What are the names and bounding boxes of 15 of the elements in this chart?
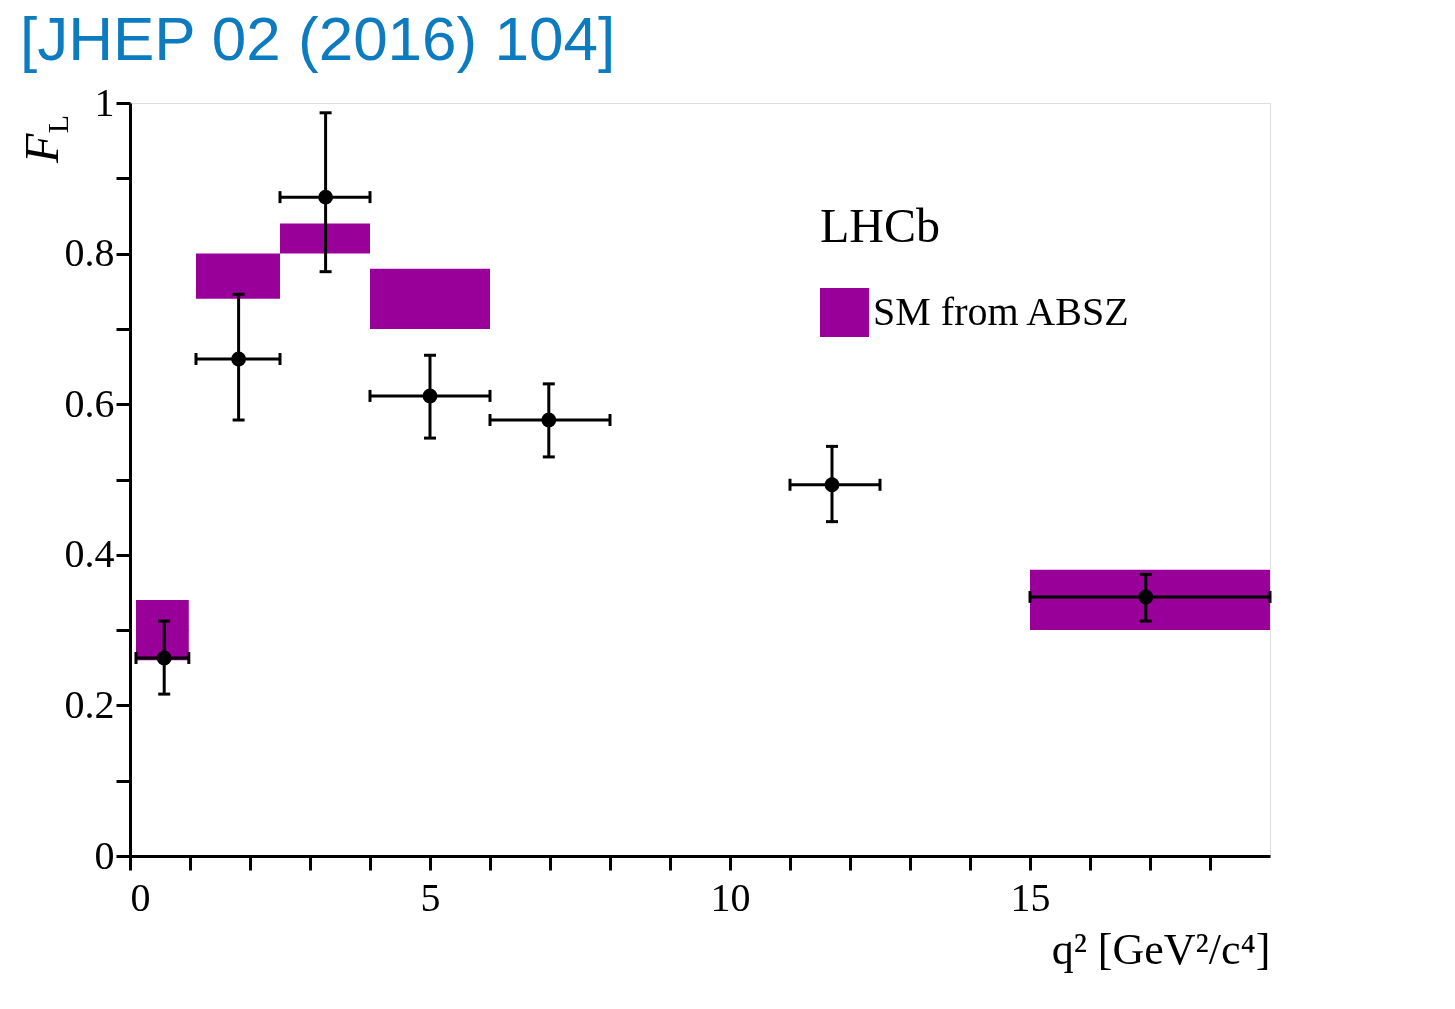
x-tick-label: 5 <box>420 874 441 920</box>
x-tick-label: 15 <box>1010 874 1051 920</box>
chart-title: [JHEP 02 (2016) 104] <box>20 4 616 73</box>
x-tick-label: 0 <box>130 874 151 920</box>
y-tick-label: 1 <box>94 79 115 125</box>
annotation: LHCb <box>820 199 940 252</box>
x-tick-label: 10 <box>710 874 751 920</box>
y-tick-label: 0 <box>94 832 115 878</box>
y-tick-label: 0.6 <box>64 380 115 426</box>
y-tick-label: 0.4 <box>64 531 115 577</box>
y-tick-label: 0.8 <box>64 230 115 276</box>
legend-label: SM from ABSZ <box>873 288 1129 334</box>
x-axis-title: q² [GeV²/c⁴] <box>1051 924 1271 974</box>
y-tick-label: 0.2 <box>64 681 115 727</box>
y-axis-title: FL <box>15 114 74 164</box>
